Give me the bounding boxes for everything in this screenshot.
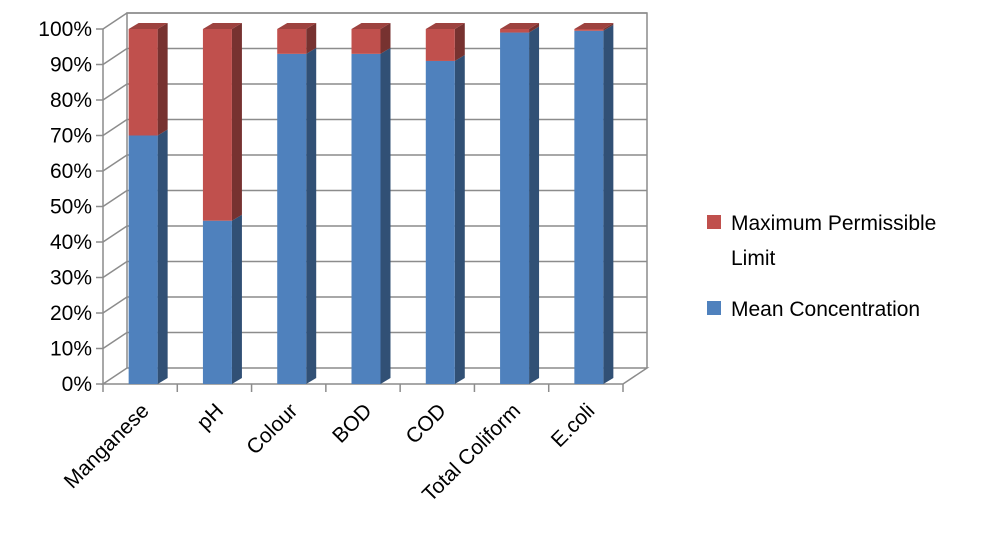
gridline: [102, 225, 647, 243]
axes: [96, 28, 624, 392]
legend-swatch: [707, 215, 721, 229]
bar-front: [128, 135, 158, 384]
y-tick-label: 60%: [50, 160, 92, 183]
legend-label: Mean Concentration: [731, 298, 920, 321]
y-tick-label: 20%: [50, 302, 92, 325]
y-tick-label: 50%: [50, 196, 92, 219]
bar-front: [128, 29, 158, 136]
bar-side: [454, 23, 465, 61]
bar-top: [128, 23, 168, 29]
bar-maximum-permissible-limit-ph: [202, 23, 242, 221]
y-tick-label: 10%: [50, 338, 92, 361]
y-tick-label: 70%: [50, 125, 92, 148]
legend-item-mean-concentration: Mean Concentration: [707, 298, 920, 321]
bar-front: [351, 53, 381, 384]
y-tick-label: 40%: [50, 231, 92, 254]
bar-maximum-permissible-limit-cod: [425, 23, 465, 61]
bar-front: [500, 29, 530, 33]
x-tick-label-ph: pH: [193, 399, 228, 434]
bar-side: [529, 23, 540, 33]
gridline: [102, 296, 647, 314]
bar-front: [351, 29, 381, 54]
gridline: [102, 331, 647, 350]
bar-front: [277, 29, 307, 54]
gridline: [102, 189, 647, 208]
bar-top: [425, 23, 465, 29]
bar-maximum-permissible-limit-total-coliform: [500, 23, 540, 33]
bars: [128, 23, 614, 385]
bar-front: [202, 220, 232, 384]
x-tick-label-bod: BOD: [328, 399, 376, 447]
bar-side: [306, 23, 317, 54]
bar-side: [529, 26, 540, 385]
legend-swatch: [707, 301, 721, 315]
bar-maximum-permissible-limit-colour: [277, 23, 317, 54]
bar-maximum-permissible-limit-e-coli: [574, 23, 614, 31]
bar-mean-concentration-ph: [202, 214, 242, 384]
legend-item-maximum-permissible-limit: Maximum Permissible Limit: [707, 212, 936, 270]
bar-mean-concentration-bod: [351, 47, 391, 384]
bar-front: [202, 29, 232, 221]
x-tick-label-cod: COD: [402, 399, 451, 448]
x-tick-label-manganese: Manganese: [60, 399, 154, 493]
bar-front: [500, 32, 530, 385]
y-tick-label: 30%: [50, 267, 92, 290]
bar-front: [574, 29, 604, 31]
bar-front: [277, 53, 307, 384]
y-tick-label: 100%: [38, 18, 92, 41]
bar-mean-concentration-colour: [277, 47, 317, 384]
bar-side: [380, 47, 391, 384]
bar-top: [574, 23, 614, 29]
gridline: [102, 12, 647, 30]
bar-mean-concentration-manganese: [128, 129, 168, 384]
bar-top: [351, 23, 391, 29]
bar-side: [603, 23, 614, 31]
bar-side: [603, 24, 614, 385]
gridline: [102, 154, 647, 172]
gridlines: [102, 12, 647, 350]
bar-maximum-permissible-limit-bod: [351, 23, 391, 54]
bar-front: [574, 30, 604, 385]
bar-top: [277, 23, 317, 29]
bar-side: [231, 23, 242, 221]
gridline: [102, 83, 647, 101]
bar-side: [380, 23, 391, 54]
bar-mean-concentration-total-coliform: [500, 26, 540, 385]
bar-side: [157, 129, 168, 384]
y-tick-label: 0%: [62, 373, 92, 396]
x-tick-label-colour: Colour: [242, 399, 302, 459]
bar-side: [157, 23, 168, 136]
bar-mean-concentration-e-coli: [574, 24, 614, 385]
bar-front: [425, 60, 455, 384]
gridline: [102, 47, 647, 66]
bar-top: [500, 23, 540, 29]
bar-side: [231, 214, 242, 384]
y-tick-label: 90%: [50, 54, 92, 77]
y-tick-label: 80%: [50, 89, 92, 112]
bar-top: [202, 23, 242, 29]
legend: Maximum Permissible Limit Mean Concentrati…: [707, 212, 936, 321]
legend-label: Maximum Permissible Limit: [731, 212, 936, 270]
bar-mean-concentration-cod: [425, 54, 465, 384]
bar-side: [306, 47, 317, 384]
gridline: [102, 118, 647, 137]
y-axis-tick-labels: 0% 10% 20% 30% 40% 50% 60% 70% 80% 90% 100%: [38, 18, 92, 396]
bar-side: [454, 54, 465, 384]
bar-front: [425, 29, 455, 61]
gridline: [102, 260, 647, 279]
x-tick-label-e-coli: E.coli: [547, 399, 600, 452]
bar-maximum-permissible-limit-manganese: [128, 23, 168, 136]
